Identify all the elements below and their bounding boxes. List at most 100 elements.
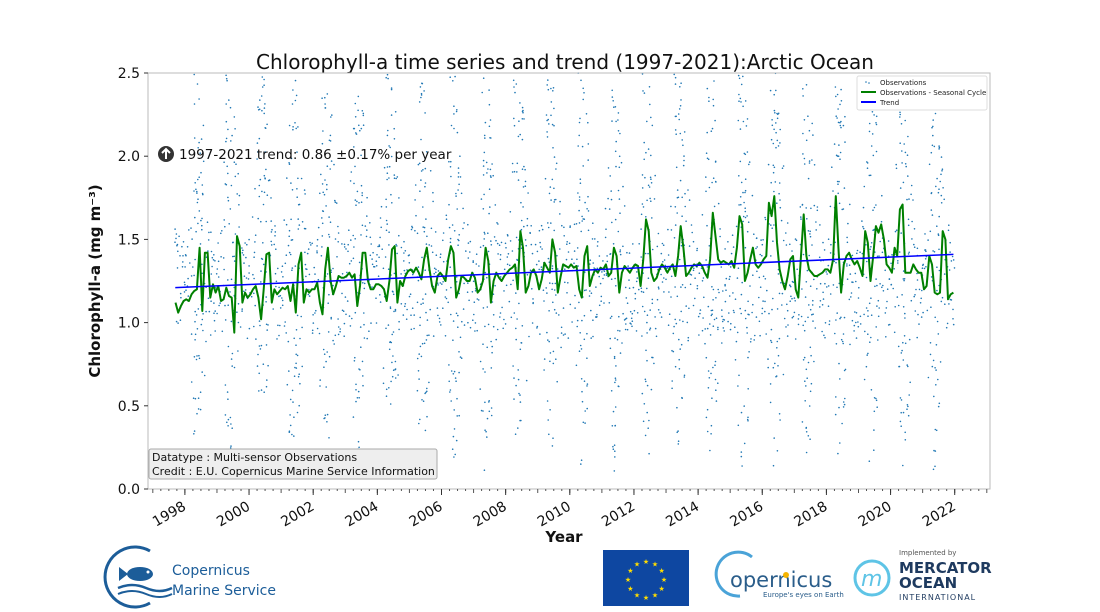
observation-point [818, 256, 821, 259]
observation-point [295, 353, 298, 356]
observation-point [578, 121, 581, 124]
observation-point [777, 365, 779, 367]
observation-point [600, 295, 603, 298]
observation-point [769, 89, 772, 92]
observation-point [696, 249, 698, 252]
observation-point [797, 318, 800, 320]
observation-point [934, 450, 937, 452]
observation-point [560, 332, 563, 334]
observation-point [382, 267, 385, 270]
observation-point [488, 125, 491, 128]
observation-point [553, 229, 555, 232]
observation-point [861, 252, 864, 255]
observation-point [483, 231, 486, 234]
observation-point [358, 124, 360, 127]
observation-point [390, 341, 393, 344]
observation-point [225, 77, 228, 80]
observation-point [609, 253, 611, 255]
observation-point [384, 256, 387, 258]
observation-point [255, 338, 257, 340]
observation-point [515, 83, 518, 85]
observation-point [748, 313, 750, 316]
observation-point [850, 292, 853, 294]
observation-point [846, 263, 848, 265]
observation-point [855, 337, 858, 339]
observation-point [910, 299, 913, 302]
observation-point [779, 419, 781, 421]
x-tick-label: 2004 [342, 499, 381, 531]
observation-point [904, 119, 906, 122]
observation-point [295, 367, 298, 369]
observation-point [924, 233, 926, 235]
observation-point [348, 262, 351, 265]
observation-point [654, 316, 656, 318]
observation-point [791, 280, 794, 283]
observation-point [431, 251, 434, 254]
observation-point [391, 202, 393, 204]
observation-point [254, 241, 256, 243]
observation-point [546, 136, 549, 138]
observation-point [419, 190, 421, 192]
observation-point [177, 250, 179, 253]
observation-point [873, 206, 876, 209]
observation-point [929, 230, 932, 233]
observation-point [875, 122, 877, 124]
observation-point [720, 266, 723, 268]
observation-point [512, 279, 514, 282]
observation-point [824, 282, 826, 285]
observation-point [940, 173, 942, 176]
observation-point [745, 125, 748, 127]
observation-point [854, 311, 856, 313]
observation-point [197, 222, 199, 225]
observation-point [884, 312, 887, 314]
observation-point [450, 313, 452, 316]
observation-point [517, 369, 519, 371]
observation-point [453, 456, 455, 458]
observation-point [296, 314, 299, 317]
observation-point [523, 225, 525, 228]
observation-point [299, 337, 301, 340]
observation-point [263, 174, 266, 177]
observation-point [435, 268, 437, 271]
observation-point [452, 339, 454, 342]
observation-point [908, 198, 910, 200]
observation-point [227, 199, 230, 202]
observation-point [459, 336, 462, 339]
observation-point [321, 235, 324, 237]
observation-point [614, 150, 617, 153]
observation-point [779, 142, 781, 144]
observation-point [730, 252, 733, 255]
observation-point [361, 194, 364, 197]
observation-point [627, 265, 629, 267]
observation-point [755, 316, 758, 318]
observation-point [876, 284, 878, 287]
observation-point [300, 177, 303, 180]
observation-point [847, 222, 849, 225]
observation-point [886, 300, 888, 303]
observation-point [487, 323, 490, 326]
observation-point [506, 256, 509, 258]
observation-point [400, 273, 402, 275]
observation-point [808, 160, 811, 162]
observation-point [907, 405, 909, 408]
observation-point [322, 210, 325, 213]
observation-point [618, 166, 621, 169]
observation-point [194, 310, 196, 313]
observation-point [519, 419, 521, 422]
observation-point [520, 342, 522, 344]
observation-point [547, 222, 549, 224]
observation-point [238, 194, 241, 197]
observation-point [705, 416, 708, 419]
observation-point [347, 250, 349, 253]
observation-point [609, 175, 611, 177]
observation-point [196, 83, 199, 85]
observation-point [615, 285, 617, 287]
observation-point [911, 238, 913, 240]
observation-point [650, 154, 652, 157]
observation-point [832, 190, 834, 192]
observation-point [913, 246, 916, 248]
observation-point [807, 115, 809, 117]
observation-point [386, 166, 389, 168]
observation-point [237, 303, 240, 305]
observation-point [645, 380, 647, 383]
